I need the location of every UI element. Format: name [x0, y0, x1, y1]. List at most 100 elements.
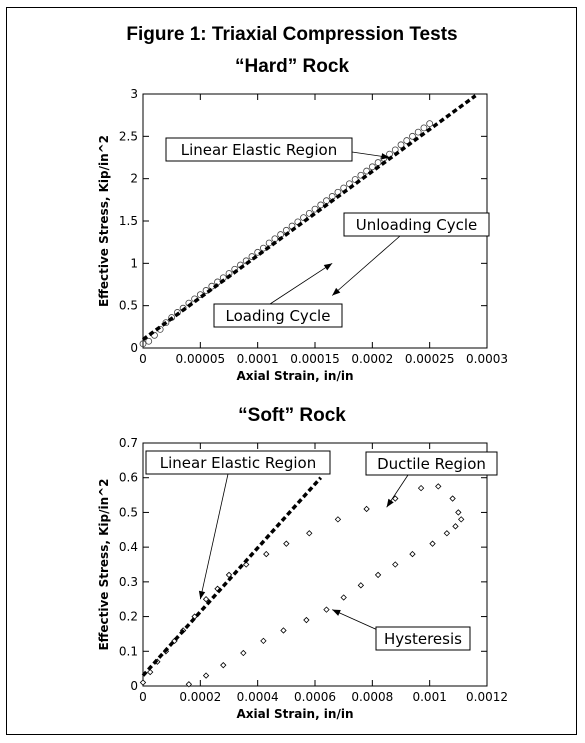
figure-frame — [6, 7, 577, 735]
data-point — [374, 159, 382, 166]
y-tick-label: 0.6 — [119, 471, 138, 485]
data-point — [306, 530, 313, 537]
figure-title: Figure 1: Triaxial Compression Tests — [126, 24, 457, 45]
data-point — [392, 561, 399, 568]
data-point — [263, 550, 270, 558]
y-tick-label: 0 — [130, 679, 138, 693]
x-tick-label: 0.0012 — [466, 690, 508, 704]
data-point — [458, 516, 465, 523]
data-point — [363, 167, 371, 175]
y-tick-label: 0.4 — [119, 540, 138, 554]
linear-fit-dashed-line — [141, 476, 323, 677]
data-point — [363, 505, 370, 513]
data-point — [429, 540, 436, 547]
data-point — [317, 201, 325, 209]
annotation-box — [375, 626, 471, 651]
data-point — [334, 516, 342, 523]
data-point — [409, 132, 416, 140]
y-tick-label: 2 — [130, 172, 138, 186]
annotation-box — [213, 303, 343, 328]
hard-rock-chart: 0 0.00005 0.0001 0.00015 0.0002 0.00025 0.0003… — [97, 87, 508, 383]
annotation-arrowhead — [381, 153, 390, 160]
x-tick-label: 0.0006 — [294, 690, 336, 704]
soft-rock-chart: 0 0.0002 0.0004 0.0006 0.0008 0.001 0.0012 0 0.1… — [97, 436, 508, 721]
data-point — [283, 540, 290, 547]
y-tick-label: 3 — [130, 87, 138, 101]
annotation-arrowhead — [386, 498, 394, 508]
x-tick-label: 0 — [139, 690, 147, 704]
data-point — [243, 561, 250, 568]
data-point — [323, 606, 330, 613]
annotation-arrow — [331, 235, 401, 296]
x-tick-label: 0.0002 — [351, 352, 393, 366]
data-point — [455, 509, 462, 516]
data-point — [340, 594, 347, 601]
data-point — [185, 681, 193, 688]
data-point — [443, 530, 451, 537]
data-point — [392, 495, 399, 502]
y-tick-label: 1 — [130, 256, 138, 270]
data-point — [323, 197, 330, 205]
annotation-label: Ductile Region — [377, 455, 486, 473]
data-point — [303, 616, 310, 624]
annotation-box — [165, 137, 353, 162]
data-point — [280, 627, 287, 634]
data-point — [162, 319, 170, 327]
data-point — [202, 672, 210, 679]
y-axis-label: Effective Stress, Kip/in^2 — [97, 135, 111, 307]
data-point — [409, 550, 416, 558]
data-point — [265, 239, 273, 247]
data-point — [368, 163, 376, 171]
annotation-arrowhead — [332, 609, 341, 616]
x-tick-label: 0.0001 — [237, 352, 279, 366]
annotation-box — [365, 451, 498, 476]
y-tick-label: 0 — [130, 341, 138, 355]
annotation-box — [343, 212, 490, 237]
data-point — [145, 337, 153, 345]
y-tick-label: 0.5 — [119, 505, 138, 519]
y-tick-label: 0.7 — [119, 436, 138, 450]
x-tick-label: 0 — [139, 352, 147, 366]
x-tick-label: 0.0003 — [466, 352, 508, 366]
data-point — [417, 484, 425, 492]
x-tick-label: 0.0008 — [351, 690, 393, 704]
data-point — [328, 193, 336, 200]
annotation-label: Linear Elastic Region — [181, 141, 337, 159]
data-point — [357, 171, 365, 179]
data-point — [202, 596, 210, 603]
data-point — [220, 662, 227, 669]
x-axis-label: Axial Strain, in/in — [236, 369, 353, 383]
annotation-arrowhead — [323, 263, 333, 271]
annotation-label: Unloading Cycle — [356, 216, 478, 234]
x-tick-label: 0.0004 — [237, 690, 279, 704]
x-tick-label: 0.0002 — [179, 690, 221, 704]
annotation-arrowhead — [332, 287, 341, 296]
annotation-arrow — [332, 609, 383, 633]
y-tick-label: 0.1 — [119, 644, 138, 658]
annotation-arrow — [199, 473, 229, 600]
x-tick-label: 0.00015 — [290, 352, 340, 366]
y-tick-label: 0.3 — [119, 575, 138, 589]
y-tick-label: 0.5 — [119, 299, 138, 313]
annotation-arrow — [269, 262, 333, 305]
data-point — [374, 571, 382, 579]
data-point — [357, 582, 365, 589]
chart1-title: “Hard” Rock — [235, 56, 349, 77]
annotation-box — [145, 450, 331, 475]
y-tick-label: 1.5 — [119, 214, 138, 228]
annotation-label: Hysteresis — [384, 630, 462, 648]
y-tick-label: 0.2 — [119, 610, 138, 624]
data-point — [260, 637, 267, 645]
data-point — [139, 340, 147, 348]
data-point — [426, 120, 434, 128]
annotation-label: Linear Elastic Region — [160, 454, 316, 472]
x-tick-label: 0.00005 — [176, 352, 226, 366]
y-axis-label: Effective Stress, Kip/in^2 — [97, 478, 111, 650]
data-point — [449, 495, 456, 502]
chart2-title: “Soft” Rock — [238, 405, 346, 426]
data-point — [403, 137, 411, 144]
data-point — [435, 483, 442, 490]
linear-fit-dashed-line — [141, 94, 477, 341]
data-point — [414, 128, 422, 136]
x-axis-label: Axial Strain, in/in — [236, 707, 353, 721]
